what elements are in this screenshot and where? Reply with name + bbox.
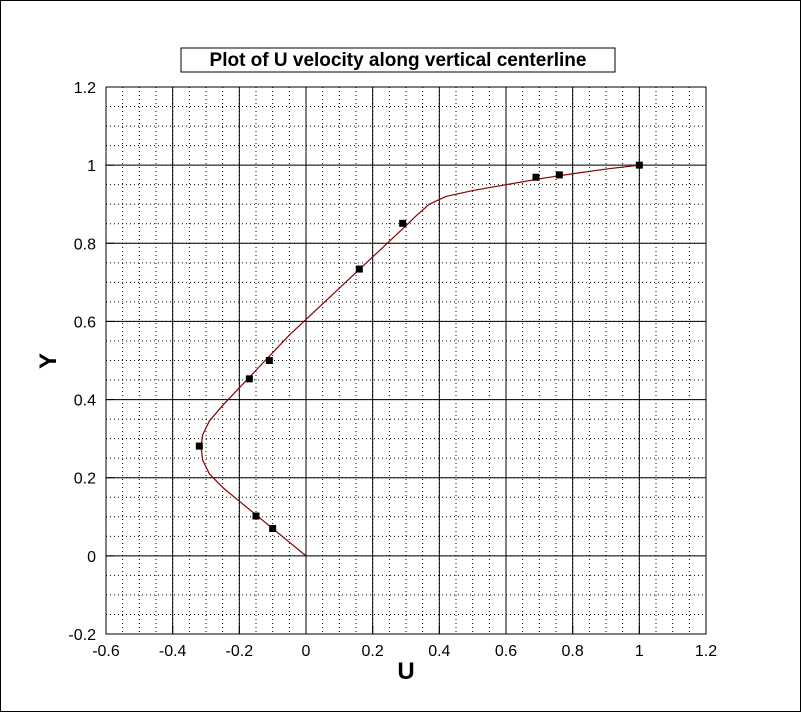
x-axis-title: U xyxy=(397,658,414,685)
minor-grid xyxy=(105,86,707,635)
x-tick-label: -0.6 xyxy=(92,643,120,660)
x-tick-label: 0.4 xyxy=(428,643,450,660)
profile-line xyxy=(200,164,640,557)
x-tick-label: 0.8 xyxy=(562,643,584,660)
x-tick-label: 0.6 xyxy=(495,643,517,660)
y-tick-label: -0.2 xyxy=(68,627,96,644)
y-axis-title: Y xyxy=(35,353,62,369)
y-tick-label: 0.8 xyxy=(74,236,96,253)
y-tick-labels: -0.2 0 0.2 0.4 0.6 0.8 1 1.2 xyxy=(68,80,96,644)
data-point xyxy=(252,512,260,520)
axis-ticks xyxy=(105,86,707,635)
x-tick-label: 0 xyxy=(302,643,311,660)
x-tick-label: 1.2 xyxy=(695,643,717,660)
chart-title: Plot of U velocity along vertical center… xyxy=(210,50,587,71)
y-tick-label: 0 xyxy=(87,549,96,566)
data-point xyxy=(399,219,407,227)
y-tick-label: 0.2 xyxy=(74,471,96,488)
data-point xyxy=(269,525,277,533)
x-tick-label: 0.2 xyxy=(362,643,384,660)
y-tick-label: 0.6 xyxy=(74,314,96,331)
x-tick-label: -0.4 xyxy=(159,643,187,660)
x-tick-label: 1 xyxy=(635,643,644,660)
y-tick-label: 1 xyxy=(87,158,96,175)
y-tick-label: 0.4 xyxy=(74,393,96,410)
x-tick-labels: -0.6 -0.4 -0.2 0 0.2 0.4 0.6 0.8 1 1.2 xyxy=(92,643,717,660)
data-point xyxy=(555,171,563,179)
data-point xyxy=(532,173,540,181)
data-point xyxy=(265,357,273,364)
plot-area xyxy=(105,86,707,635)
data-point xyxy=(635,161,643,169)
data-point xyxy=(355,265,363,273)
data-point xyxy=(245,375,253,383)
x-tick-label: -0.2 xyxy=(226,643,254,660)
title-box xyxy=(180,47,616,73)
series-layer xyxy=(195,161,643,557)
y-tick-label: 1.2 xyxy=(74,80,96,97)
data-point xyxy=(195,442,203,450)
